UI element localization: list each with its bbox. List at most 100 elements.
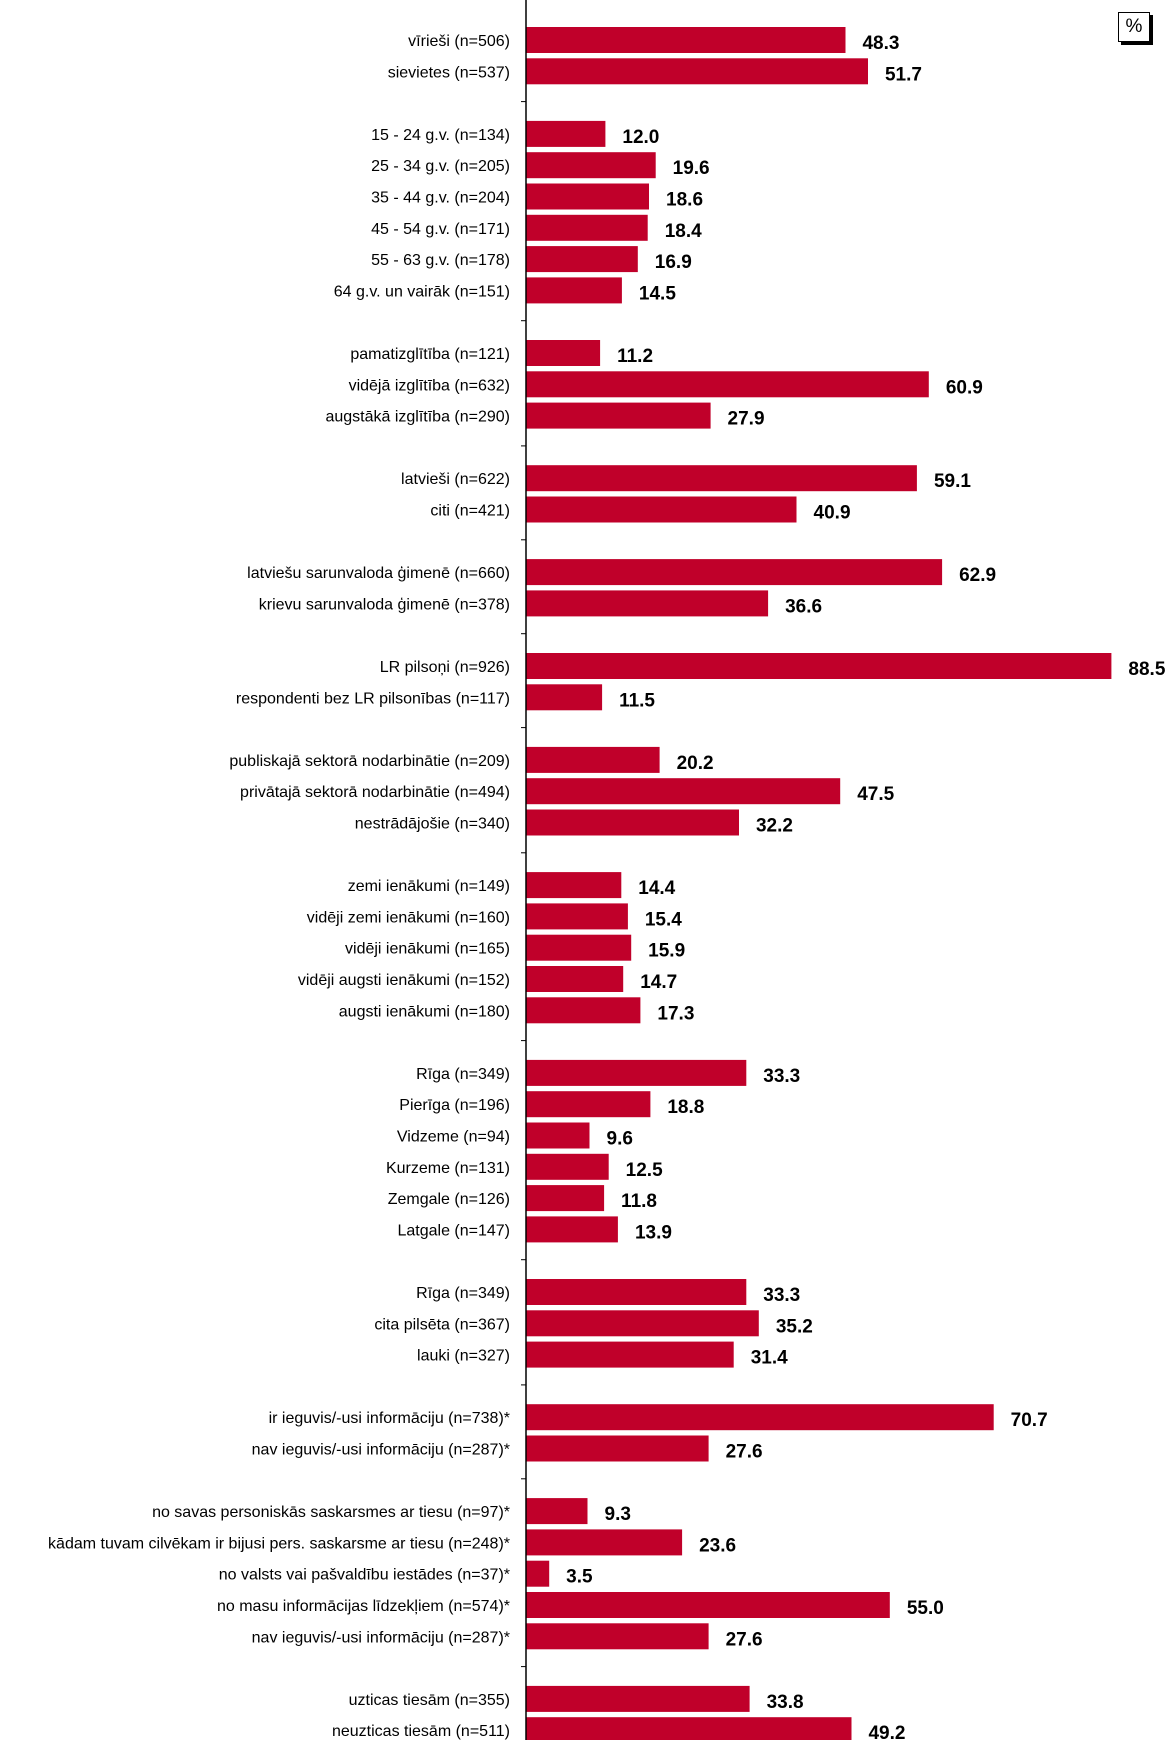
category-label: no savas personiskās saskarsmes ar tiesu…: [152, 1504, 510, 1521]
category-label: cita pilsēta (n=367): [374, 1316, 510, 1333]
value-label: 49.2: [868, 1723, 905, 1740]
value-label: 11.5: [619, 690, 655, 711]
bar: [526, 27, 846, 53]
category-label: LR pilsoņi (n=926): [380, 659, 510, 676]
category-label: nav ieguvis/-usi informāciju (n=287)*: [252, 1629, 510, 1646]
category-label: Rīga (n=349): [416, 1285, 510, 1302]
value-label: 14.7: [640, 972, 677, 993]
bar: [526, 152, 656, 179]
bar: [526, 340, 601, 366]
bar: [526, 1717, 852, 1740]
category-label: vidējā izglītība (n=632): [349, 377, 510, 394]
category-label: 25 - 34 g.v. (n=205): [371, 158, 510, 175]
bar: [526, 183, 649, 210]
value-label: 9.3: [605, 1504, 631, 1525]
bar: [526, 1310, 759, 1337]
category-label: latviešu sarunvaloda ģimenē (n=660): [247, 564, 510, 582]
value-label: 47.5: [857, 784, 894, 805]
category-label: 64 g.v. un vairāk (n=151): [334, 283, 510, 300]
bar: [526, 997, 641, 1024]
value-label: 23.6: [699, 1535, 736, 1556]
category-label: Vidzeme (n=94): [397, 1129, 510, 1146]
category-label: citi (n=421): [430, 503, 510, 520]
category-label: 15 - 24 g.v. (n=134): [371, 127, 510, 144]
category-label: respondenti bez LR pilsonības (n=117): [236, 690, 510, 707]
bar: [526, 966, 624, 992]
value-label: 18.4: [665, 221, 702, 242]
category-label: pamatizglītība (n=121): [350, 346, 510, 363]
category-label: nav ieguvis/-usi informāciju (n=287)*: [252, 1442, 510, 1459]
value-label: 20.2: [677, 753, 714, 774]
bar: [526, 1279, 747, 1305]
bar: [526, 1404, 994, 1431]
value-label: 14.5: [639, 283, 676, 304]
value-label: 15.9: [648, 941, 685, 962]
category-label: vidēji augsti ienākumi (n=152): [298, 972, 510, 989]
value-label: 13.9: [635, 1222, 672, 1243]
bar: [526, 496, 797, 523]
bar: [526, 120, 606, 147]
value-label: 19.6: [673, 158, 710, 179]
category-label: no valsts vai pašvaldību iestādes (n=37)…: [219, 1567, 510, 1584]
unit-label: %: [1118, 12, 1150, 42]
bar: [526, 653, 1112, 679]
value-label: 40.9: [814, 503, 851, 524]
value-label: 27.6: [726, 1442, 763, 1463]
value-label: 18.6: [666, 190, 703, 211]
value-label: 88.5: [1128, 659, 1165, 680]
value-label: 12.5: [626, 1160, 663, 1181]
value-label: 59.1: [934, 471, 971, 492]
value-label: 48.3: [862, 33, 899, 54]
value-label: 18.8: [667, 1097, 704, 1118]
value-label: 33.8: [767, 1692, 804, 1713]
bar: [526, 58, 868, 85]
bar: [526, 277, 622, 304]
value-label: 27.9: [728, 409, 765, 430]
value-label: 55.0: [907, 1598, 944, 1619]
bar: [526, 1685, 750, 1712]
value-label: 33.3: [763, 1066, 800, 1087]
bar: [526, 1623, 709, 1650]
bar: [526, 1341, 734, 1368]
bar: [526, 1216, 618, 1243]
category-label: vīrieši (n=506): [408, 33, 510, 50]
bar: [526, 1091, 651, 1118]
category-label: vidēji zemi ienākumi (n=160): [307, 909, 510, 926]
value-label: 33.3: [763, 1285, 800, 1306]
bar: [526, 246, 638, 273]
category-label: Zemgale (n=126): [388, 1191, 510, 1208]
bar: [526, 1153, 609, 1180]
bar: [526, 872, 622, 899]
value-label: 9.6: [607, 1129, 633, 1150]
value-label: 31.4: [751, 1348, 788, 1369]
bar: [526, 903, 628, 930]
bar: [526, 402, 711, 429]
value-label: 70.7: [1011, 1410, 1048, 1431]
bar: [526, 1185, 605, 1212]
category-label: uzticas tiesām (n=355): [349, 1692, 510, 1709]
category-label: kādam tuvam cilvēkam ir bijusi pers. sas…: [48, 1535, 510, 1552]
category-label: Rīga (n=349): [416, 1066, 510, 1083]
bar: [526, 684, 603, 711]
category-label: Pierīga (n=196): [399, 1097, 510, 1114]
bar: [526, 1122, 590, 1149]
category-label: Latgale (n=147): [397, 1222, 510, 1239]
value-label: 36.6: [785, 596, 822, 617]
category-label: krievu sarunvaloda ģimenē (n=378): [259, 595, 510, 613]
value-label: 12.0: [622, 127, 659, 148]
value-label: 3.5: [566, 1567, 593, 1588]
value-label: 32.2: [756, 816, 793, 837]
category-label: privātajā sektorā nodarbinātie (n=494): [240, 784, 510, 801]
bar: [526, 559, 943, 586]
category-label: 45 - 54 g.v. (n=171): [371, 221, 510, 238]
bar: [526, 746, 660, 773]
category-label: nestrādājošie (n=340): [355, 816, 510, 833]
bar: [526, 934, 632, 961]
bar: [526, 371, 929, 398]
value-label: 27.6: [726, 1629, 763, 1650]
category-label: neuzticas tiesām (n=511): [332, 1723, 510, 1740]
category-label: 55 - 63 g.v. (n=178): [371, 252, 510, 269]
bar: [526, 1592, 890, 1618]
value-label: 11.2: [617, 346, 653, 367]
